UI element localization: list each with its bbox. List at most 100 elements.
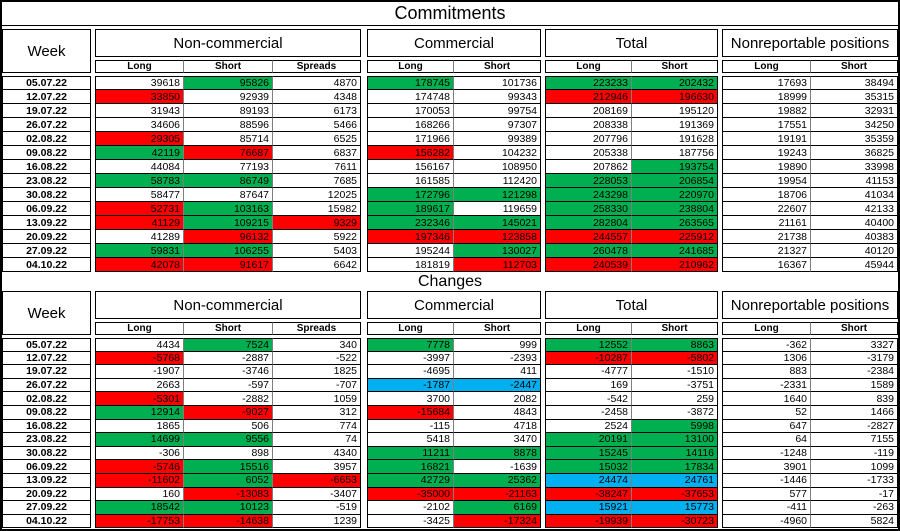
table-cell: -522	[272, 351, 361, 366]
table-cell: 156282	[367, 146, 453, 160]
table-cell: 169	[545, 378, 631, 393]
subheader-short: Short	[631, 322, 718, 335]
subheader-spreads: Spreads	[272, 60, 361, 73]
table-cell: 5824	[810, 514, 898, 529]
subheader-short: Short	[183, 60, 272, 73]
table-cell: 101736	[453, 76, 541, 90]
table-cell: 14116	[631, 446, 718, 461]
table-cell: 40120	[810, 244, 898, 258]
table-cell: -5746	[95, 460, 183, 474]
table-cell: 21161	[722, 216, 810, 230]
week-cell: 27.09.22	[2, 501, 91, 515]
table-cell: 839	[810, 392, 898, 406]
group-header-commercial: Commercial	[367, 29, 541, 57]
table-cell: 52731	[95, 202, 183, 216]
table-cell: 29305	[95, 132, 183, 146]
table-cell: 5466	[272, 118, 361, 132]
table-cell: 178745	[367, 76, 453, 90]
table-cell: 3470	[453, 433, 541, 447]
table-cell: -3872	[631, 405, 718, 420]
table-cell: 7778	[367, 338, 453, 352]
table-cell: 191369	[631, 118, 718, 132]
table-cell: -9027	[183, 405, 272, 420]
week-cell: 09.08.22	[2, 146, 91, 160]
table-cell: 41129	[95, 216, 183, 230]
table-cell: 223233	[545, 76, 631, 90]
table-cell: 42133	[810, 202, 898, 216]
table-cell: 208169	[545, 104, 631, 118]
table-cell: 88596	[183, 118, 272, 132]
table-cell: 19191	[722, 132, 810, 146]
table-cell: 40400	[810, 216, 898, 230]
table-cell: 4843	[453, 405, 541, 420]
table-cell: 64	[722, 433, 810, 447]
table-cell: 52	[722, 405, 810, 420]
table-cell: -2331	[722, 378, 810, 393]
week-cell: 12.07.22	[2, 90, 91, 104]
table-cell: 19954	[722, 174, 810, 188]
table-cell: 13100	[631, 433, 718, 447]
table-cell: 31943	[95, 104, 183, 118]
table-cell: -2393	[453, 351, 541, 366]
table-cell: 3700	[367, 392, 453, 406]
table-cell: 21738	[722, 230, 810, 244]
table-cell: 171966	[367, 132, 453, 146]
table-cell: -11602	[95, 473, 183, 488]
group-header-total: Total	[545, 291, 718, 319]
table-cell: 25362	[453, 473, 541, 488]
table-cell: 411	[453, 365, 541, 379]
table-cell: 42078	[95, 258, 183, 272]
changes-table: Week Non-commercial Long Short Spreads Commer…	[2, 291, 898, 529]
table-cell: 207796	[545, 132, 631, 146]
table-cell: 9329	[272, 216, 361, 230]
table-cell: 19882	[722, 104, 810, 118]
table-cell: 18542	[95, 501, 183, 515]
table-cell: -5768	[95, 351, 183, 366]
table-cell: 506	[183, 419, 272, 434]
table-cell: 6642	[272, 258, 361, 272]
week-cell: 20.09.22	[2, 487, 91, 502]
table-cell: 6052	[183, 473, 272, 488]
group-header-commercial: Commercial	[367, 291, 541, 319]
table-cell: 8863	[631, 338, 718, 352]
subheader-long: Long	[722, 322, 810, 335]
table-cell: 20191	[545, 433, 631, 447]
group-header-nonreportable-positions: Nonreportable positions	[722, 291, 898, 319]
table-cell: 74	[272, 433, 361, 447]
week-cell: 02.08.22	[2, 132, 91, 146]
table-cell: -1510	[631, 365, 718, 379]
table-cell: 898	[183, 446, 272, 461]
week-cell: 16.08.22	[2, 419, 91, 434]
table-cell: 108950	[453, 160, 541, 174]
table-cell: 4434	[95, 338, 183, 352]
table-cell: -17753	[95, 514, 183, 529]
table-cell: -362	[722, 338, 810, 352]
week-cell: 12.07.22	[2, 351, 91, 366]
table-cell: 58783	[95, 174, 183, 188]
table-cell: 189617	[367, 202, 453, 216]
table-cell: -1907	[95, 365, 183, 379]
table-cell: 7685	[272, 174, 361, 188]
table-body: 05.07.22 39618 95826 4870 178745 101736 223233…	[2, 76, 898, 272]
group-header-non-commercial: Non-commercial	[95, 29, 361, 57]
table-cell: 263565	[631, 216, 718, 230]
week-header: Week	[2, 291, 91, 335]
table-cell: 33998	[810, 160, 898, 174]
table-cell: -542	[545, 392, 631, 406]
table-cell: 3901	[722, 460, 810, 474]
table-cell: 130027	[453, 244, 541, 258]
table-cell: 91617	[183, 258, 272, 272]
table-cell: -3407	[272, 487, 361, 502]
week-cell: 23.08.22	[2, 174, 91, 188]
table-cell: 7155	[810, 433, 898, 447]
table-cell: 86749	[183, 174, 272, 188]
table-cell: 3327	[810, 338, 898, 352]
subheader-long: Long	[545, 322, 631, 335]
table-cell: -306	[95, 446, 183, 461]
changes-title: Changes	[417, 273, 483, 290]
week-cell: 30.08.22	[2, 446, 91, 461]
week-cell: 26.07.22	[2, 118, 91, 132]
table-cell: 12025	[272, 188, 361, 202]
table-cell: -4777	[545, 365, 631, 379]
table-cell: 99343	[453, 90, 541, 104]
